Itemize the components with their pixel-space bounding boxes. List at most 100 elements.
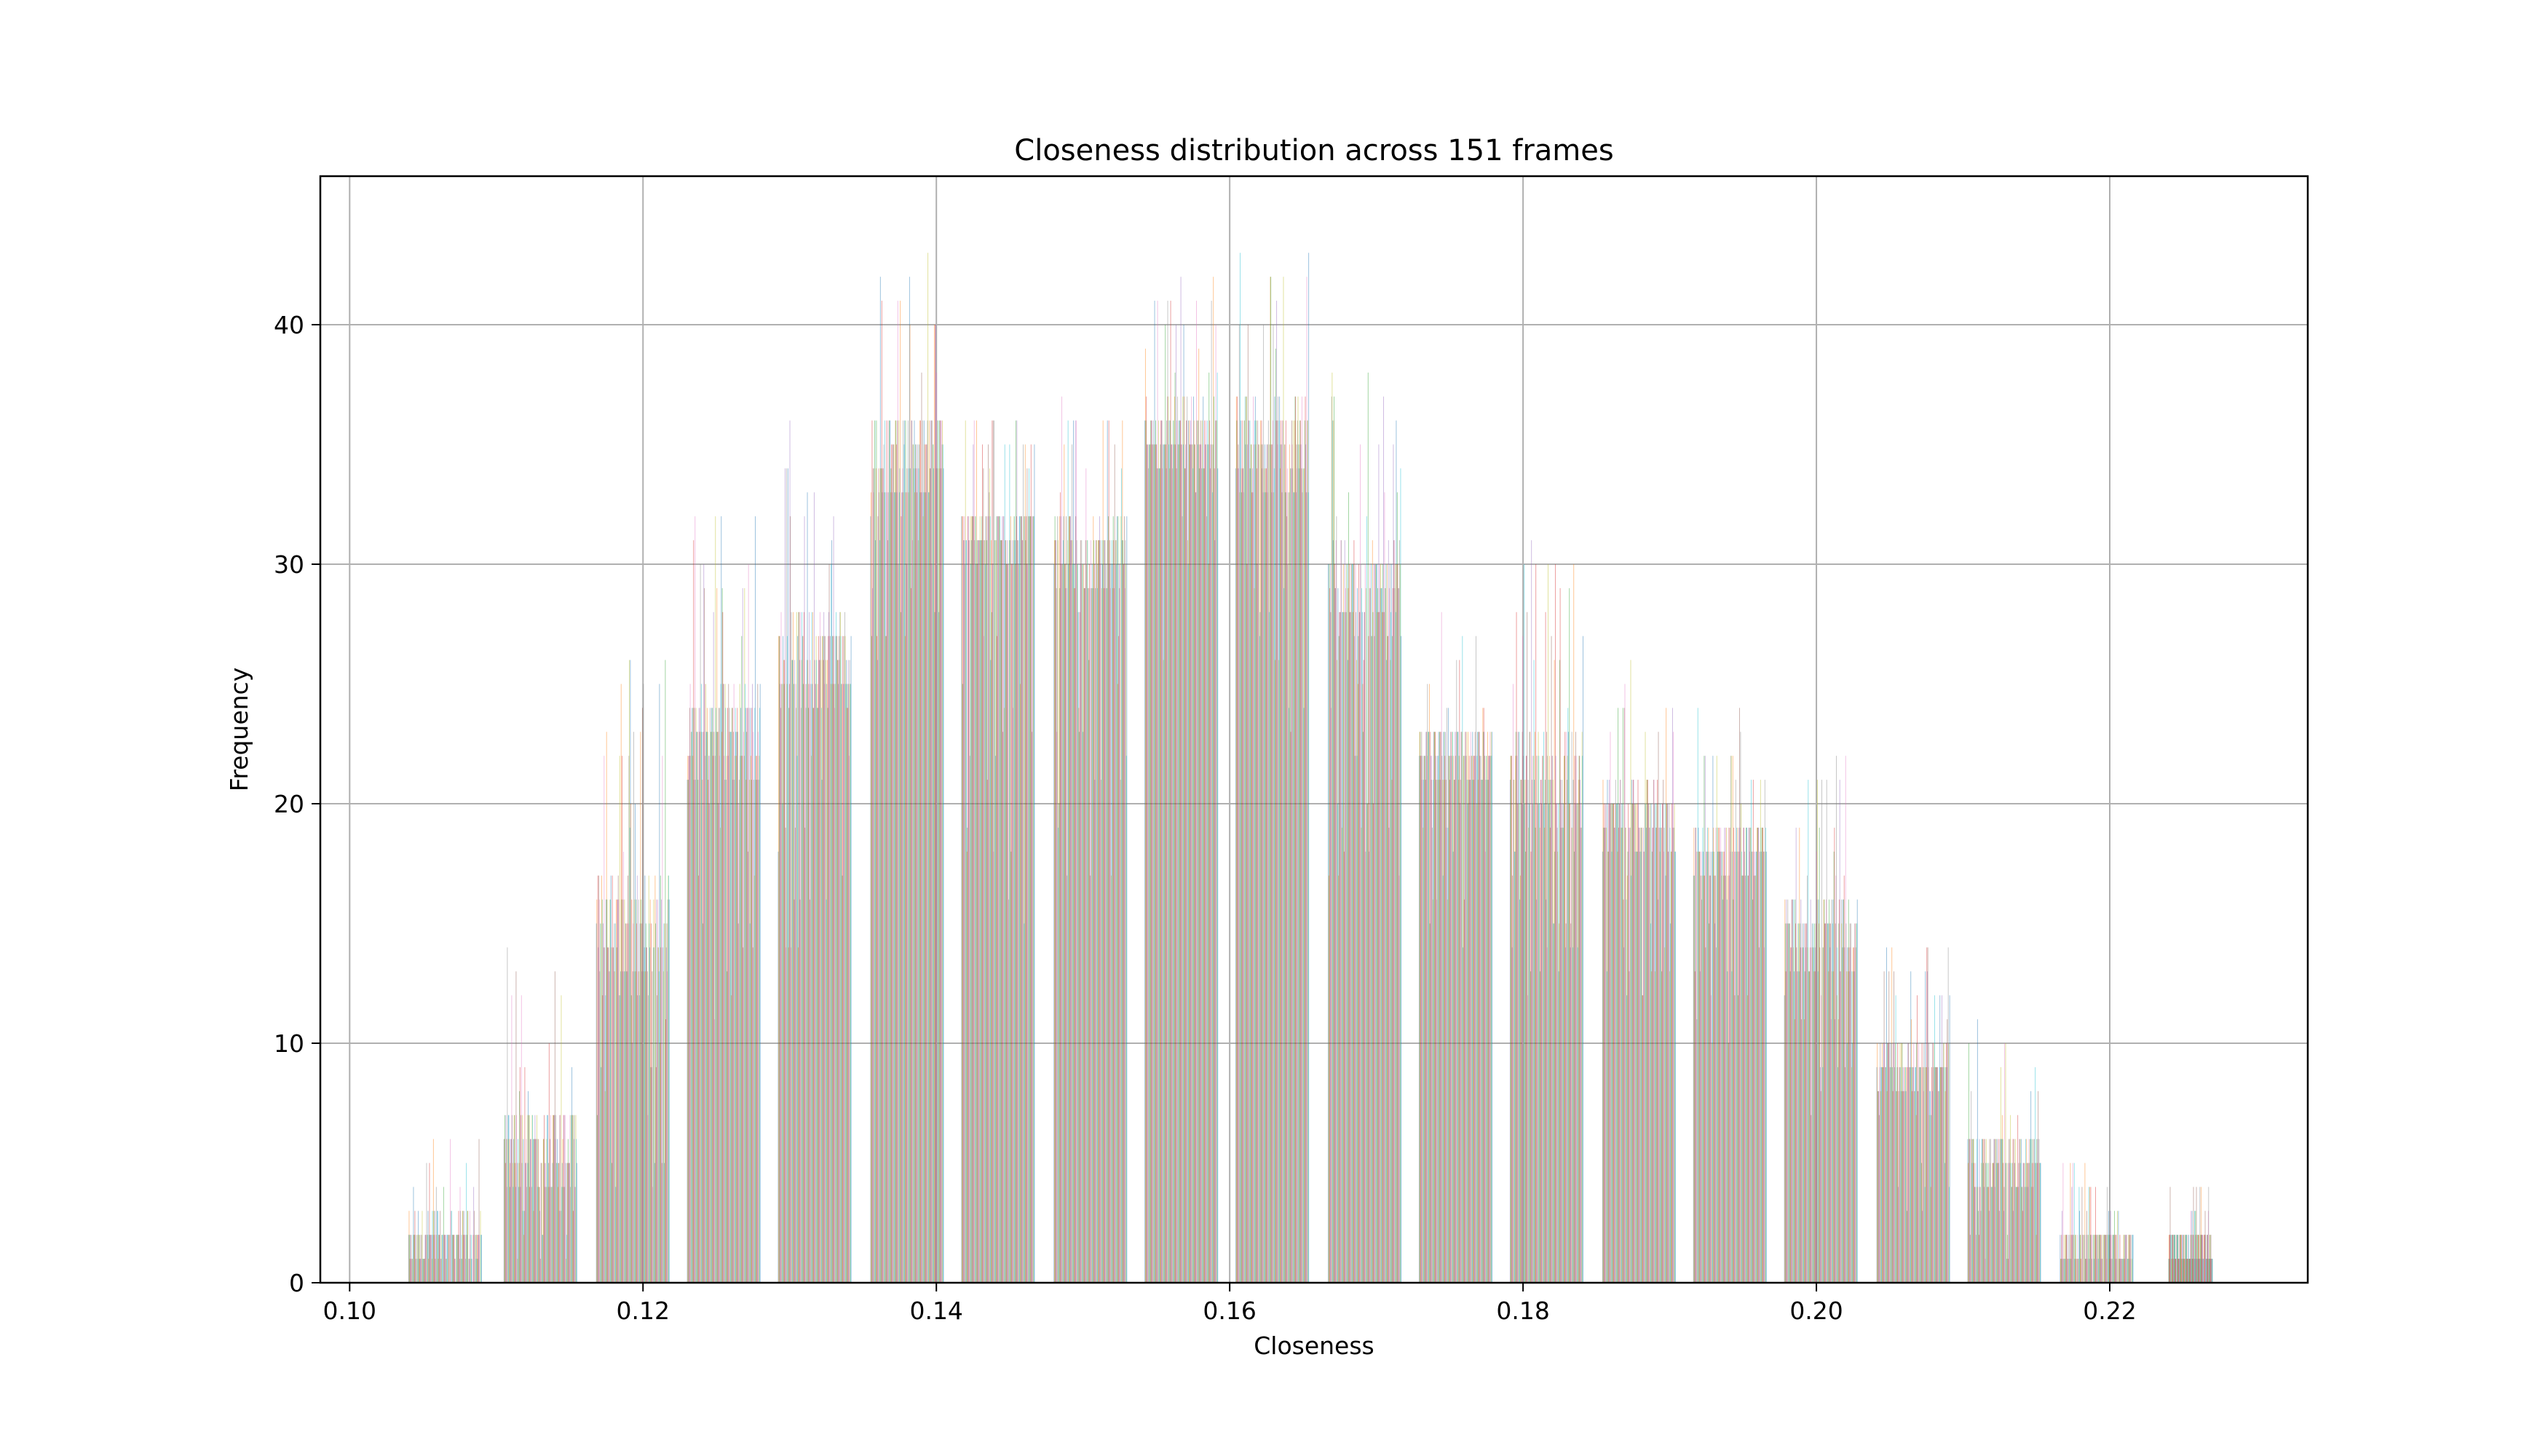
histogram-bar <box>1102 563 1103 1283</box>
histogram-bin-group <box>1328 372 1402 1283</box>
histogram-bar <box>733 732 734 1283</box>
histogram-bar <box>2066 1235 2068 1283</box>
histogram-bar <box>1837 1067 1838 1283</box>
histogram-bar <box>818 636 819 1283</box>
histogram-bar <box>1377 612 1378 1283</box>
histogram-bar <box>1247 444 1249 1283</box>
histogram-bar <box>999 516 1000 1283</box>
histogram-bar <box>1905 1091 1907 1283</box>
histogram-bar <box>1075 420 1076 1283</box>
histogram-bar <box>925 444 926 1283</box>
histogram-bar <box>1540 780 1541 1283</box>
histogram-bar <box>1390 660 1391 1283</box>
histogram-bar <box>1701 899 1702 1283</box>
histogram-bar <box>1331 708 1332 1283</box>
histogram-bar <box>1798 923 1799 1283</box>
histogram-bar <box>1162 468 1163 1283</box>
histogram-bar <box>1452 851 1454 1283</box>
histogram-bar <box>1746 827 1748 1283</box>
histogram-bar <box>754 708 756 1283</box>
histogram-bar <box>518 1187 519 1283</box>
histogram-bar <box>1979 1187 1981 1283</box>
histogram-bar <box>967 827 968 1283</box>
histogram-bar <box>521 995 522 1283</box>
histogram-bar <box>470 1235 472 1283</box>
histogram-bar <box>1107 540 1109 1283</box>
histogram-bar <box>1273 324 1274 1283</box>
x-axis-label: Closeness <box>1254 1332 1374 1360</box>
histogram-bar <box>1832 899 1834 1283</box>
histogram-bar <box>1209 444 1211 1283</box>
histogram-bar <box>1459 660 1460 1283</box>
histogram-bar <box>1067 420 1069 1283</box>
histogram-bar <box>1176 468 1177 1283</box>
histogram-bar <box>879 540 881 1283</box>
histogram-bar <box>1373 803 1374 1283</box>
histogram-bar <box>1998 1163 2000 1283</box>
histogram-bar <box>1799 827 1800 1283</box>
histogram-bar <box>697 732 698 1283</box>
histogram-bar <box>1910 1067 1911 1283</box>
histogram-bar <box>1551 756 1553 1283</box>
histogram-bar <box>651 923 652 1283</box>
histogram-bar <box>1188 420 1190 1283</box>
histogram-bar <box>1785 923 1786 1283</box>
histogram-bar <box>2172 1235 2174 1283</box>
histogram-bar <box>2081 1187 2083 1283</box>
histogram-bar <box>2039 1163 2041 1283</box>
histogram-bar <box>417 1259 419 1283</box>
histogram-bar <box>1442 780 1443 1283</box>
histogram-bar <box>1698 851 1700 1283</box>
histogram-bar <box>2108 1259 2110 1283</box>
histogram-bar <box>1304 468 1305 1283</box>
histogram-bar <box>1200 420 1201 1283</box>
histogram-bar <box>1895 1042 1896 1283</box>
histogram-bar <box>1751 780 1752 1283</box>
histogram-bar <box>1110 563 1112 1283</box>
histogram-bar <box>1089 587 1091 1283</box>
histogram-bar <box>1488 756 1489 1283</box>
histogram-bar <box>2185 1235 2186 1283</box>
histogram-bar <box>1603 803 1605 1283</box>
histogram-bar <box>1511 947 1513 1283</box>
histogram-bar <box>1088 660 1090 1283</box>
histogram-bar <box>717 732 719 1283</box>
histogram-bar <box>906 563 907 1283</box>
y-tick-label: 40 <box>274 311 304 339</box>
histogram-bar <box>1147 444 1148 1283</box>
histogram-bar <box>1104 540 1105 1283</box>
histogram-bar <box>1336 516 1337 1283</box>
histogram-bar <box>2069 1259 2070 1283</box>
histogram-bar <box>1569 587 1570 1283</box>
histogram-bar <box>1517 732 1519 1283</box>
histogram-bar <box>803 684 804 1283</box>
histogram-bar <box>927 420 928 1283</box>
histogram-bar <box>2188 1259 2190 1283</box>
histogram-bar <box>1886 947 1887 1283</box>
histogram-bar <box>640 732 641 1283</box>
histogram-bar <box>846 660 847 1283</box>
histogram-bar <box>633 732 634 1283</box>
histogram-bar <box>1018 516 1020 1283</box>
histogram-bar <box>2194 1211 2196 1283</box>
histogram-bar <box>834 636 836 1283</box>
histogram-bar <box>986 780 988 1283</box>
histogram-bar <box>1812 947 1813 1283</box>
histogram-bar <box>1967 1139 1969 1283</box>
histogram-bar <box>626 923 628 1283</box>
histogram-bar <box>1476 756 1478 1283</box>
histogram-bar <box>1581 827 1582 1283</box>
histogram-bar <box>1085 468 1087 1283</box>
histogram-bar <box>1653 780 1655 1283</box>
histogram-bar <box>2186 1259 2187 1283</box>
histogram-bar <box>1969 1139 1971 1283</box>
histogram-bar <box>1357 587 1358 1283</box>
histogram-bar <box>1549 756 1550 1283</box>
histogram-bar <box>1179 420 1181 1283</box>
histogram-bar <box>1762 851 1764 1283</box>
histogram-bar <box>1029 516 1030 1283</box>
histogram-bar <box>1193 396 1194 1283</box>
histogram-bar <box>1203 468 1204 1283</box>
histogram-bar <box>1528 803 1530 1283</box>
histogram-bar <box>1166 396 1168 1283</box>
